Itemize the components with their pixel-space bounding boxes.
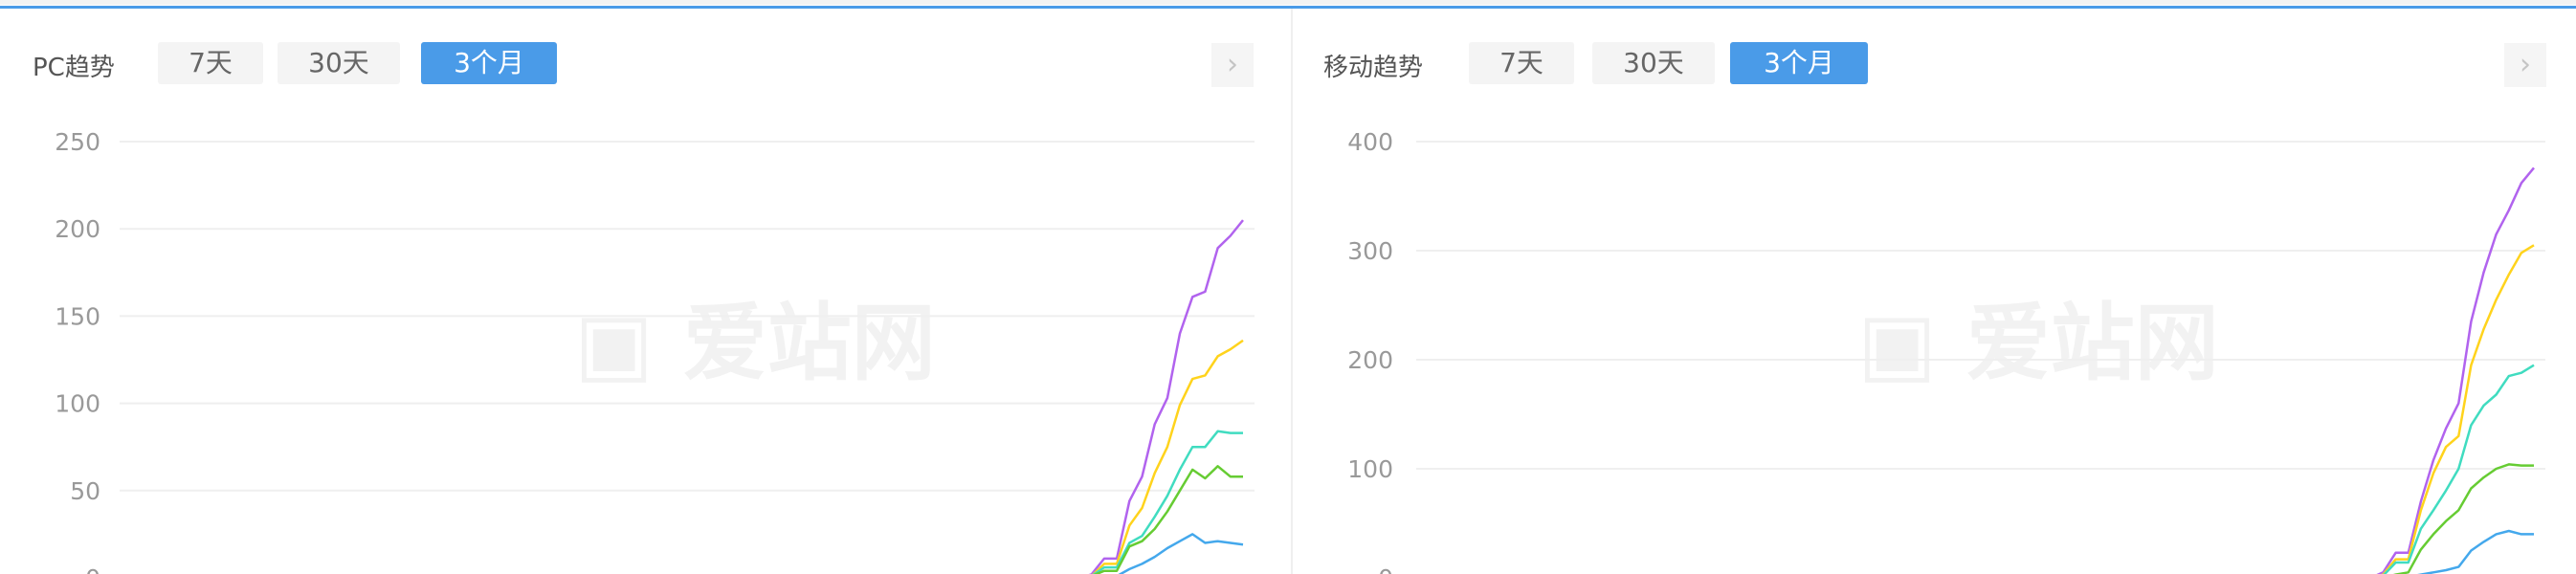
series-line-3 — [1093, 465, 1243, 574]
series-line-0 — [1088, 219, 1244, 574]
tab-3-months[interactable]: 3个月 — [1730, 42, 1868, 84]
next-button[interactable]: › — [2504, 43, 2546, 87]
y-tick-label: 400 — [1347, 128, 1393, 156]
y-tick-label: 50 — [70, 477, 100, 505]
next-button[interactable]: › — [1211, 43, 1254, 87]
y-tick-label: 200 — [55, 215, 100, 243]
tab-7-days[interactable]: 7天 — [1469, 42, 1574, 84]
series-line-4 — [1118, 533, 1244, 574]
pc-trend-chart: ▣ 爱站网 0 50 100 150 200 250 — [55, 128, 1255, 574]
series-line-4 — [2417, 529, 2534, 574]
chevron-right-icon: › — [2520, 48, 2531, 81]
y-tick-label: 250 — [55, 128, 100, 156]
y-tick-label: 100 — [55, 390, 100, 418]
panel-divider — [1291, 9, 1293, 574]
series-line-2 — [1092, 430, 1243, 574]
pc-trend-panel: ▣ 爱站网 0 50 100 150 200 250 PC趋势 7天 30天 3个月 › — [0, 9, 1291, 574]
y-tick-label: 300 — [1347, 237, 1393, 265]
accent-line — [0, 6, 2576, 9]
tab-3-months[interactable]: 3个月 — [421, 42, 557, 84]
series-line-3 — [2392, 463, 2534, 574]
panel-title: PC趋势 — [33, 54, 115, 82]
watermark-logo: ▣ 爱站网 — [1857, 294, 2219, 392]
y-tick-label: 0 — [85, 564, 100, 574]
y-tick-label: 150 — [55, 302, 100, 330]
watermark-logo: ▣ 爱站网 — [574, 294, 936, 392]
top-bar — [0, 0, 2576, 5]
y-tick-label: 0 — [1378, 564, 1393, 574]
chevron-right-icon: › — [1227, 48, 1238, 81]
tab-30-days[interactable]: 30天 — [1592, 42, 1715, 84]
tab-7-days[interactable]: 7天 — [158, 42, 263, 84]
mobile-trend-chart: ▣ 爱站网 0 100 200 300 400 — [1347, 128, 2545, 574]
tab-30-days[interactable]: 30天 — [278, 42, 400, 84]
y-tick-label: 200 — [1347, 346, 1393, 374]
panel-title: 移动趋势 — [1323, 54, 1424, 82]
y-tick-label: 100 — [1347, 455, 1393, 483]
mobile-trend-panel: ▣ 爱站网 0 100 200 300 400 移动趋势 7天 30天 3个月 › — [1293, 9, 2576, 574]
